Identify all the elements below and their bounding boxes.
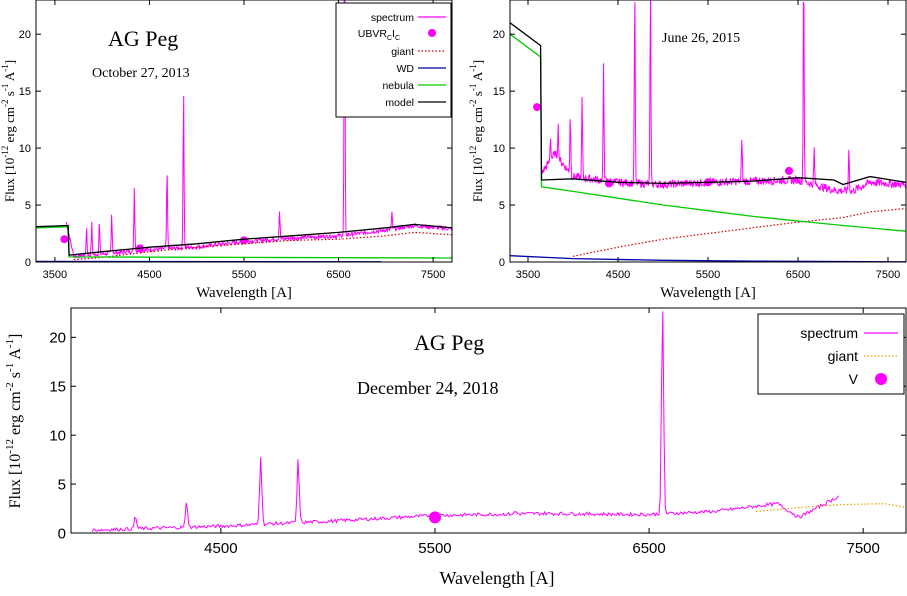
y-tick-label-1: 5 — [499, 200, 505, 212]
panel2-y-label: Flux [10-12 erg cm-2 s-1 A-1] — [468, 60, 485, 202]
y-tick-label-0: 0 — [499, 257, 505, 269]
panel1-legend-box — [335, 2, 452, 118]
legend-label-nebula: nebula — [382, 80, 414, 92]
legend-label-giant: giant — [391, 46, 414, 58]
panel2-axes: 3500 4500 5500 6500 7500 0 5 10 15 20 — [493, 0, 906, 281]
panel3-y-label: Flux [10-12 erg cm-2 s-1 A-1] — [4, 334, 24, 509]
legend-label-spectrum: spectrum — [371, 12, 414, 24]
point-ubvrcic-2 — [240, 236, 248, 245]
y-tick-label-0: 0 — [58, 525, 66, 542]
x-tick-label-3: 7500 — [846, 540, 879, 557]
point-ubvrcic-1 — [605, 179, 613, 188]
series-model — [36, 223, 452, 256]
legend-label-giant-2018: giant — [828, 348, 858, 364]
panel3-legend: spectrum giant V — [757, 313, 905, 395]
panel1-x-label: Wavelength [A] — [196, 285, 292, 301]
series-model — [510, 22, 906, 186]
x-tick-label-1: 5500 — [418, 540, 451, 557]
y-tick-label-1: 5 — [25, 200, 31, 212]
y-tick-label-4: 20 — [19, 29, 31, 41]
x-tick-label-1: 4500 — [606, 269, 630, 281]
y-tick-label-2: 10 — [493, 143, 505, 155]
y-tick-label-1: 5 — [58, 476, 66, 493]
panel3-marks — [91, 311, 906, 532]
y-tick-label-0: 0 — [25, 257, 31, 269]
plot-area — [91, 311, 906, 532]
y-tick-label-3: 15 — [493, 86, 505, 98]
x-tick-label-0: 3500 — [516, 269, 540, 281]
x-tick-label-2: 5500 — [232, 269, 256, 281]
legend-swatch-v-2018 — [875, 373, 887, 385]
y-tick-label-3: 15 — [19, 86, 31, 98]
y-tick-label-3: 15 — [49, 379, 66, 396]
series-giant — [73, 231, 452, 261]
x-tick-label-1: 4500 — [137, 269, 161, 281]
legend-label-wd: WD — [397, 63, 415, 75]
series-spectrum — [65, 0, 452, 260]
panel2-date: June 26, 2015 — [662, 31, 740, 46]
x-tick-label-4: 7500 — [876, 269, 900, 281]
point-ubvrcic-3 — [785, 166, 793, 175]
legend-swatch-ubvrcic — [428, 29, 436, 37]
series-spectrum — [91, 311, 840, 532]
panel2-x-label: Wavelength [A] — [660, 285, 756, 301]
panel3-frame — [70, 307, 907, 534]
y-tick-label-2: 10 — [49, 427, 66, 444]
point-ubvrcic-0 — [60, 235, 69, 244]
legend-label-v-2018: V — [849, 371, 859, 387]
panel3-date: December 24, 2018 — [357, 378, 498, 398]
panel1-date: October 27, 2013 — [92, 66, 190, 81]
legend-label-model: model — [385, 97, 414, 109]
x-tick-label-4: 7500 — [421, 269, 445, 281]
y-tick-label-2: 10 — [19, 143, 31, 155]
x-tick-label-2: 6500 — [632, 540, 665, 557]
panel1-y-label: Flux [10-12 erg cm-2 s-1 A-1] — [0, 60, 17, 202]
panel1-legend: spectrum UBVRCIC giant WD nebula model — [335, 2, 452, 118]
x-tick-label-0: 3500 — [43, 269, 67, 281]
series-giant — [756, 503, 906, 513]
panel3-x-label: Wavelength [A] — [439, 568, 554, 588]
x-tick-label-3: 6500 — [786, 269, 810, 281]
x-tick-label-3: 6500 — [326, 269, 350, 281]
panel1-title: AG Peg — [108, 26, 178, 51]
chart-panel-october-2013: 3500 4500 5500 6500 7500 0 5 10 15 20 AG Peg Octo… — [19, 0, 453, 301]
x-tick-label-0: 4500 — [204, 540, 237, 557]
panel3-title: AG Peg — [414, 330, 484, 355]
series-giant — [572, 207, 906, 257]
panel3-axes: 4500 5500 6500 7500 0 5 10 15 20 — [49, 308, 906, 557]
point-v-0 — [428, 511, 441, 524]
series-spectrum — [541, 0, 906, 195]
series-nebula — [510, 33, 906, 232]
x-tick-label-2: 5500 — [696, 269, 720, 281]
chart-panel-december-2018: 4500 5500 6500 7500 0 5 10 15 20 AG Peg December… — [49, 307, 907, 588]
y-tick-label-4: 20 — [493, 29, 505, 41]
point-ubvrcic-0 — [533, 103, 541, 112]
legend-label-spectrum-2018: spectrum — [800, 325, 858, 341]
chart-panel-june-2015: 3500 4500 5500 6500 7500 0 5 10 15 20 June 26, 20… — [493, 0, 907, 301]
y-tick-label-4: 20 — [49, 330, 66, 347]
legend-label-ubvrcic: UBVRCIC — [358, 28, 400, 42]
